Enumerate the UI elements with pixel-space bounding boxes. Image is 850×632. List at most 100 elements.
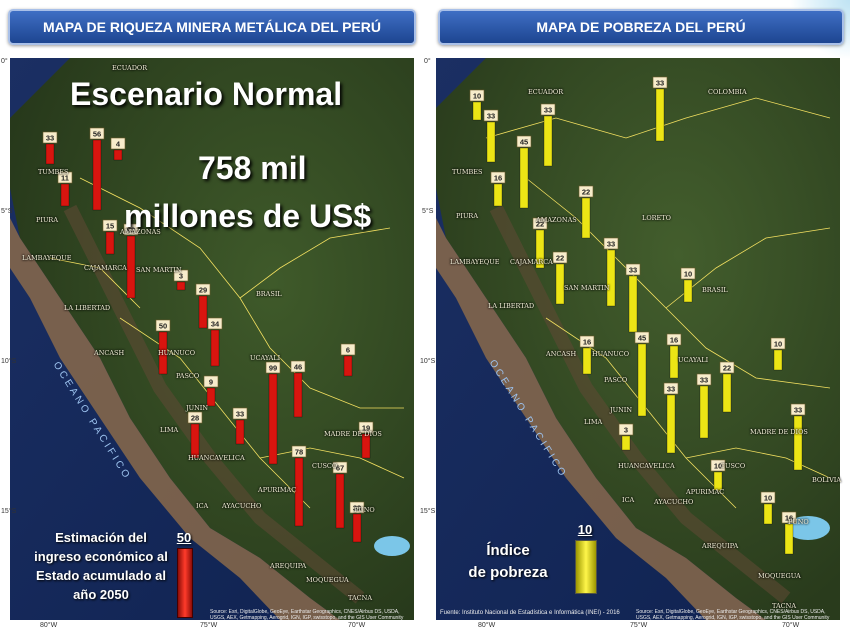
right-place-label: LA LIBERTAD (488, 302, 535, 310)
left-bar-value-16: 19 (362, 424, 370, 433)
left-bar-label-box-9 (155, 319, 171, 332)
left-bar-value-7: 29 (199, 286, 207, 295)
left-place-label: PIURA (36, 216, 59, 224)
left-place-label: ECUADOR (112, 64, 148, 72)
left-bar-label-box-3 (110, 137, 126, 150)
right-bar-value-13: 45 (638, 334, 646, 343)
right-tick-y: 0° (424, 58, 431, 65)
right-bar-7 (535, 229, 545, 269)
left-place-label: HUANUCO (158, 349, 196, 357)
right-bar-18 (773, 349, 783, 371)
left-place-label: PASCO (176, 372, 200, 380)
right-bar-label-box-8 (552, 251, 568, 264)
left-tick-y: 5°S (1, 208, 13, 215)
left-bar-label-box-5 (123, 223, 139, 236)
right-bar-value-0: 10 (473, 92, 481, 101)
left-tick-y: 15°S (1, 508, 17, 515)
right-bar-19 (793, 415, 803, 471)
right-legend-line: Índice (486, 542, 530, 559)
right-bar-label-box-2 (540, 103, 556, 116)
left-place-label: PUNO (354, 506, 375, 514)
right-bar-value-21: 10 (714, 462, 722, 471)
right-bar-23 (784, 523, 794, 555)
right-place-label: LIMA (584, 418, 603, 426)
right-bar-value-5: 16 (494, 174, 502, 183)
left-place-label: CUSCO (312, 462, 338, 470)
left-legend-line: Estado acumulado al (35, 568, 167, 583)
left-place-label: MOQUEGUA (306, 576, 349, 584)
left-bar-label-box-7 (195, 283, 211, 296)
right-bar-value-4: 45 (520, 138, 528, 147)
left-legend-line: año 2050 (73, 587, 129, 602)
right-place-label: ICA (622, 496, 635, 504)
left-place-label: APURIMAC (258, 486, 297, 494)
right-map[interactable]: 10 33 33 33 45 16 22 22 22 33 33 10 16 45 16 33 33 22 10 33… (436, 58, 840, 620)
right-place-label: PIURA (456, 212, 479, 220)
right-bar-value-12: 16 (583, 338, 591, 347)
right-place-label: APURIMAC (686, 488, 725, 496)
right-bar-16 (699, 385, 709, 439)
left-bar-12 (293, 372, 303, 418)
right-tick-y: 5°S (422, 208, 434, 215)
right-bar-6 (581, 197, 591, 239)
right-bar-label-box-19 (790, 403, 806, 416)
left-bar-label-box-14 (187, 411, 203, 424)
right-bar-value-15: 33 (667, 385, 675, 394)
left-bar-value-2: 56 (93, 130, 101, 139)
left-bar-label-box-11 (265, 361, 281, 374)
right-place-label: HUANCAVELICA (618, 462, 675, 470)
right-bar-label-box-11 (680, 267, 696, 280)
left-place-label: MADRE DE DIOS (324, 430, 382, 438)
right-bar-2 (543, 115, 553, 167)
right-bar-20 (621, 435, 631, 451)
left-bar-label-box-15 (232, 407, 248, 420)
right-bar-label-box-15 (663, 382, 679, 395)
left-bar-value-11: 99 (269, 364, 277, 373)
right-bar-label-box-21 (710, 459, 726, 472)
total-value-line2: millones de US$ (124, 198, 372, 234)
left-bar-18 (335, 473, 345, 529)
right-bar-22 (763, 503, 773, 525)
left-bar-8 (210, 329, 220, 367)
left-legend-text: Estimación del ingreso económico al Esta… (30, 528, 172, 604)
left-bar-11 (268, 373, 278, 465)
right-bar-3 (655, 88, 665, 142)
right-bar-value-22: 10 (764, 494, 772, 503)
left-bar-15 (235, 419, 245, 445)
left-bar-label-box-12 (290, 360, 306, 373)
right-bar-value-1: 33 (487, 112, 495, 121)
left-bar-label-box-2 (89, 127, 105, 140)
right-place-label: UCAYALI (678, 356, 709, 364)
left-tick-x: 70°W (348, 622, 366, 629)
right-legend-bar (575, 540, 597, 594)
right-legend-text: Índice de pobreza (462, 540, 554, 584)
left-place-label: UCAYALI (250, 354, 281, 362)
left-legend-line: ingreso económico al (34, 549, 168, 564)
right-place-label: ANCASH (546, 350, 577, 358)
right-tick-x: 75°W (630, 622, 648, 629)
right-place-label: MADRE DE DIOS (750, 428, 808, 436)
left-place-label: ICA (196, 502, 209, 510)
left-bar-value-3: 4 (116, 140, 121, 149)
left-map[interactable]: 33 11 56 4 15 93 3 29 34 50 9 99 46 6 28 33 19 78 67 33 (10, 58, 414, 620)
right-bar-value-19: 33 (794, 406, 802, 415)
left-place-label: BRASIL (256, 290, 282, 298)
right-bar-10 (628, 275, 638, 333)
left-legend-value: 50 (176, 530, 192, 545)
right-bar-value-9: 33 (607, 240, 615, 249)
left-bar-14 (190, 423, 200, 459)
left-tick-x: 75°W (200, 622, 218, 629)
right-place-label: TACNA (772, 602, 797, 610)
right-bar-value-18: 10 (774, 340, 782, 349)
right-bar-12 (582, 347, 592, 375)
left-bar-value-4: 15 (106, 222, 114, 231)
left-bar-label-box-13 (340, 343, 356, 356)
right-place-label: HUANUCO (592, 350, 630, 358)
left-banner: MAPA DE RIQUEZA MINERA METÁLICA DEL PERÚ (8, 9, 416, 45)
left-bar-value-0: 33 (46, 134, 54, 143)
left-place-label: ANCASH (94, 349, 125, 357)
left-banner-title: MAPA DE RIQUEZA MINERA METÁLICA DEL PERÚ (42, 19, 382, 35)
left-place-label: TACNA (348, 594, 373, 602)
left-bar-label-box-0 (42, 131, 58, 144)
left-bar-value-1: 11 (61, 174, 69, 183)
